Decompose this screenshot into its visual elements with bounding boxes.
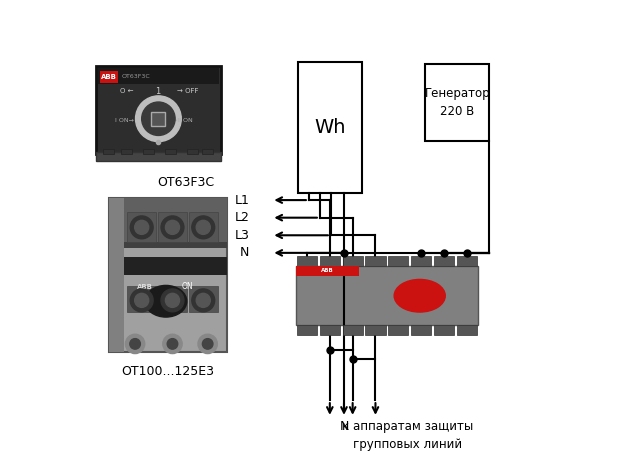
Text: N: N: [240, 246, 249, 259]
Circle shape: [163, 334, 182, 354]
Bar: [124, 242, 228, 248]
Bar: [98, 68, 219, 85]
Circle shape: [198, 334, 217, 354]
Text: 1: 1: [156, 87, 160, 96]
Bar: [124, 257, 228, 275]
Bar: [103, 149, 114, 154]
Bar: [343, 256, 363, 266]
Bar: [109, 198, 228, 352]
Bar: [320, 325, 340, 335]
Circle shape: [202, 339, 213, 349]
Bar: [143, 149, 154, 154]
Bar: [109, 198, 228, 246]
Bar: [298, 61, 361, 193]
Bar: [96, 152, 221, 161]
Bar: [96, 66, 221, 154]
Bar: [127, 286, 156, 312]
Bar: [411, 325, 431, 335]
Text: к аппаратам защиты
групповых линий: к аппаратам защиты групповых линий: [342, 420, 473, 451]
Bar: [187, 149, 198, 154]
Bar: [457, 256, 477, 266]
Bar: [202, 149, 213, 154]
Bar: [411, 256, 431, 266]
Circle shape: [161, 216, 184, 239]
Circle shape: [126, 334, 145, 354]
Text: ABB: ABB: [101, 74, 117, 80]
Bar: [109, 198, 124, 352]
Bar: [188, 212, 218, 242]
Circle shape: [192, 216, 215, 239]
Bar: [434, 256, 454, 266]
Bar: [297, 325, 317, 335]
Text: L2: L2: [234, 211, 249, 224]
Circle shape: [165, 220, 180, 234]
Text: L1: L1: [234, 193, 249, 207]
Circle shape: [130, 216, 153, 239]
Bar: [365, 256, 386, 266]
Circle shape: [134, 220, 149, 234]
Ellipse shape: [394, 279, 445, 312]
Text: Wh: Wh: [314, 118, 345, 137]
Circle shape: [167, 339, 178, 349]
Bar: [425, 64, 489, 141]
Circle shape: [192, 289, 215, 312]
Circle shape: [142, 102, 175, 136]
Bar: [365, 325, 386, 335]
Text: ABB: ABB: [137, 284, 153, 290]
Bar: [457, 325, 477, 335]
Circle shape: [196, 220, 210, 234]
Circle shape: [130, 339, 141, 349]
Text: O ←: O ←: [119, 88, 133, 95]
Bar: [343, 325, 363, 335]
Circle shape: [134, 293, 149, 308]
Bar: [127, 212, 156, 242]
Bar: [121, 149, 132, 154]
Text: L3: L3: [234, 229, 249, 242]
Ellipse shape: [145, 285, 187, 317]
Bar: [188, 286, 218, 312]
Bar: [297, 256, 317, 266]
Text: N: N: [339, 420, 349, 433]
Text: →II ON: →II ON: [172, 118, 193, 123]
Circle shape: [196, 293, 210, 308]
Text: ON: ON: [182, 282, 193, 291]
Text: O: O: [144, 299, 148, 304]
Bar: [320, 256, 340, 266]
Bar: [295, 266, 478, 325]
Bar: [388, 256, 409, 266]
Circle shape: [136, 96, 181, 142]
Bar: [100, 71, 118, 83]
Text: ABB: ABB: [321, 268, 334, 273]
Bar: [388, 325, 409, 335]
Text: Генератор
220 В: Генератор 220 В: [424, 87, 490, 118]
Text: OT100...125E3: OT100...125E3: [121, 365, 215, 378]
Bar: [158, 212, 187, 242]
Text: → OFF: → OFF: [177, 88, 198, 95]
Text: I ON→: I ON→: [115, 118, 134, 123]
Bar: [151, 111, 165, 126]
Text: OT63F3C: OT63F3C: [157, 176, 215, 189]
Circle shape: [165, 293, 180, 308]
Bar: [158, 286, 187, 312]
Circle shape: [161, 289, 184, 312]
Bar: [434, 325, 454, 335]
Bar: [165, 149, 175, 154]
Circle shape: [130, 289, 153, 312]
Bar: [295, 266, 360, 276]
Text: OT63F3C: OT63F3C: [122, 75, 151, 80]
